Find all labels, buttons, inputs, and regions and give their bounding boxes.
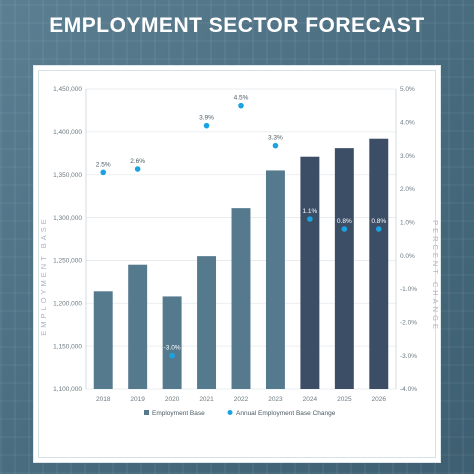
change-point-label: 3.3% — [268, 135, 283, 142]
change-point-label: -3.0% — [164, 345, 181, 352]
y-tick-label: 1,250,000 — [53, 258, 82, 265]
change-point — [134, 166, 141, 172]
change-point — [341, 226, 348, 232]
y-tick-label: 1,450,000 — [53, 86, 82, 93]
change-points: 2.5% 2.6% -3.0% 3.9% 4.5% 3.3% 1.1% 0.8% 0.8% — [96, 95, 386, 359]
bar — [300, 156, 320, 389]
y-tick-label: 1,100,000 — [53, 386, 82, 393]
x-tick-label: 2018 — [96, 396, 111, 403]
change-point — [100, 169, 107, 176]
x-tick-label: 2025 — [337, 396, 352, 403]
y2-tick-label: 4.0% — [400, 120, 415, 127]
bar — [231, 208, 251, 389]
change-point-label: 0.8% — [337, 218, 352, 225]
y-tick-label: 1,300,000 — [53, 215, 82, 222]
chart-panel-border — [38, 70, 436, 458]
y2-tick-label: -3.0% — [400, 353, 417, 360]
bar — [265, 170, 285, 389]
legend-label-dots: Annual Employment Base Change — [236, 410, 336, 417]
y2-tick-label: 1.0% — [400, 220, 415, 227]
axis-ticks: 1,100,000 1,150,000 1,200,000 1,250,000 1,30… — [53, 86, 417, 403]
change-point — [375, 226, 382, 232]
bar — [197, 256, 217, 389]
x-tick-label: 2026 — [372, 396, 387, 403]
legend-swatch-dots — [227, 410, 233, 415]
legend: Employment Base Annual Employment Base C… — [144, 410, 336, 417]
y-axis-title-left: EMPLOYMENT BASE — [39, 216, 48, 335]
y2-tick-label: 0.0% — [400, 253, 415, 260]
y2-tick-label: -4.0% — [400, 386, 417, 393]
change-point — [169, 352, 175, 359]
y2-tick-label: 3.0% — [400, 153, 415, 160]
bar — [93, 291, 113, 389]
page-title: EMPLOYMENT SECTOR FORECAST — [49, 14, 425, 37]
change-point — [238, 102, 244, 109]
bars — [93, 138, 389, 389]
y-axis-title-right: PERCENT CHANGE — [431, 220, 440, 332]
change-point-label: 0.8% — [371, 218, 386, 225]
x-tick-label: 2021 — [199, 396, 214, 403]
change-point-label: 1.1% — [302, 208, 317, 215]
y-tick-label: 1,200,000 — [53, 300, 82, 307]
chart-panel: 2.5% 2.6% -3.0% 3.9% 4.5% 3.3% 1.1% 0.8% 0.8% 1,… — [34, 66, 440, 462]
y-tick-label: 1,400,000 — [53, 129, 82, 136]
employment-chart: 2.5% 2.6% -3.0% 3.9% 4.5% 3.3% 1.1% 0.8% 0.8% 1,… — [39, 86, 440, 417]
y-tick-label: 1,350,000 — [53, 172, 82, 179]
y-tick-label: 1,150,000 — [53, 343, 82, 350]
change-point-label: 4.5% — [234, 95, 249, 102]
y2-tick-label: 2.0% — [400, 186, 415, 193]
change-point-label: 3.9% — [199, 115, 214, 122]
legend-label-bars: Employment Base — [152, 410, 205, 417]
x-tick-label: 2019 — [130, 396, 145, 403]
change-point — [307, 216, 313, 222]
x-tick-label: 2024 — [303, 396, 318, 403]
change-point-label: 2.5% — [96, 161, 111, 168]
change-point — [203, 122, 210, 129]
bar — [128, 264, 148, 389]
x-tick-label: 2020 — [165, 396, 180, 403]
y2-tick-label: -1.0% — [400, 286, 417, 293]
y2-tick-label: 5.0% — [400, 86, 415, 93]
legend-swatch-bars — [144, 410, 149, 415]
y2-tick-label: -2.0% — [400, 320, 417, 327]
bar — [334, 148, 354, 389]
bar — [162, 296, 182, 389]
change-point — [272, 142, 279, 149]
change-point-label: 2.6% — [130, 158, 145, 165]
x-tick-label: 2023 — [268, 396, 283, 403]
x-tick-label: 2022 — [234, 396, 249, 403]
bar — [369, 138, 389, 389]
